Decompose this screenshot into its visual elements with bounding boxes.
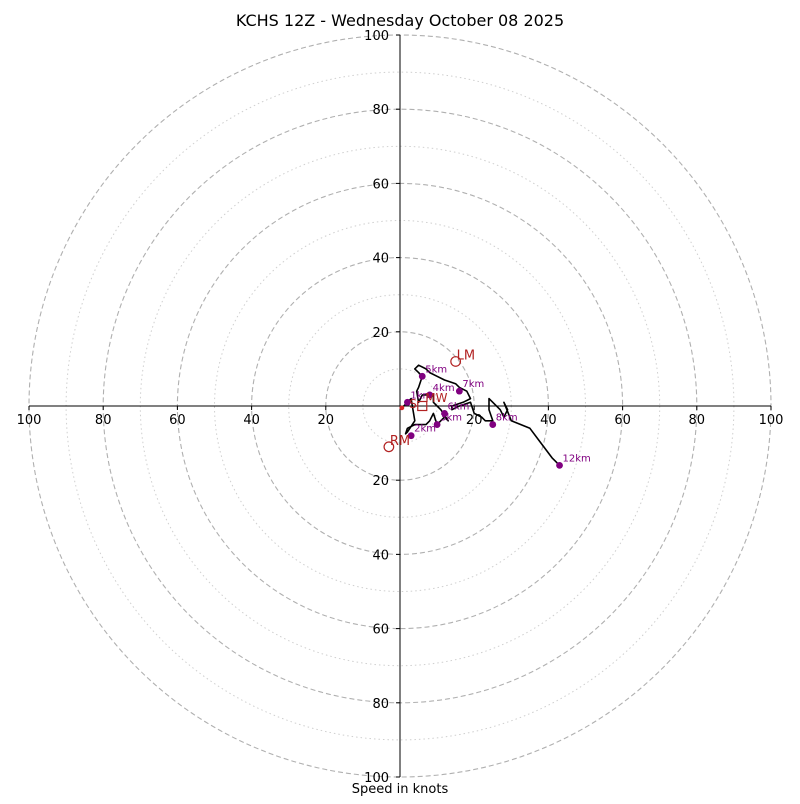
- y-tick-label: 60: [372, 177, 389, 192]
- level-label: 6km: [448, 401, 470, 412]
- level-marker: [433, 421, 441, 428]
- y-tick-label: 60: [372, 623, 389, 638]
- level-label: 1km: [410, 390, 432, 401]
- level-marker: [441, 410, 448, 417]
- hodograph-trace: [401, 364, 561, 466]
- level-marker: [556, 461, 563, 469]
- level-label: 8km: [496, 413, 518, 424]
- level-marker: [418, 372, 426, 380]
- y-tick-label: 40: [372, 252, 389, 267]
- y-tick-label: 40: [372, 548, 389, 563]
- x-tick-label: 80: [95, 413, 112, 428]
- x-tick-label: 40: [540, 413, 557, 428]
- y-tick-label: 20: [372, 326, 389, 341]
- surface-marker: [399, 405, 405, 411]
- level-label: 3km: [440, 413, 462, 424]
- x-tick-label: 60: [614, 413, 631, 428]
- x-tick-label: 60: [169, 413, 186, 428]
- level-marker: [426, 391, 434, 399]
- level-marker: [407, 432, 415, 440]
- mean-wind-label: MW: [425, 391, 447, 405]
- y-tick-label: 20: [372, 474, 389, 489]
- y-tick-label: 100: [364, 29, 389, 44]
- mean-wind-marker: [417, 400, 428, 412]
- level-marker: [455, 387, 463, 395]
- chart-title: KCHS 12Z - Wednesday October 08 2025: [235, 11, 565, 30]
- y-tick-label: 80: [372, 697, 389, 712]
- storm-marker-label: S: [409, 397, 417, 411]
- level-label: 7km: [462, 379, 484, 390]
- level-label: 4km: [433, 383, 455, 394]
- y-tick-label: 100: [364, 771, 389, 786]
- left-mover-marker: [450, 356, 462, 367]
- right-mover-marker: [383, 441, 395, 453]
- x-tick-label: 100: [17, 413, 42, 428]
- level-marker: [489, 421, 497, 428]
- x-tick-label: 80: [689, 413, 706, 428]
- right-mover-label: RM: [390, 434, 410, 449]
- x-axis-label: Speed in knots: [351, 782, 449, 797]
- level-label: 12km: [563, 453, 591, 464]
- left-mover-label: LM: [457, 348, 475, 363]
- x-tick-label: 20: [318, 413, 335, 428]
- level-marker: [404, 398, 411, 406]
- y-tick-label: 80: [372, 103, 389, 118]
- level-label: 5km: [425, 364, 447, 375]
- x-tick-label: 100: [759, 413, 784, 428]
- x-tick-label: 40: [243, 413, 260, 428]
- x-tick-label: 20: [466, 413, 483, 428]
- level-label: 2km: [414, 424, 436, 435]
